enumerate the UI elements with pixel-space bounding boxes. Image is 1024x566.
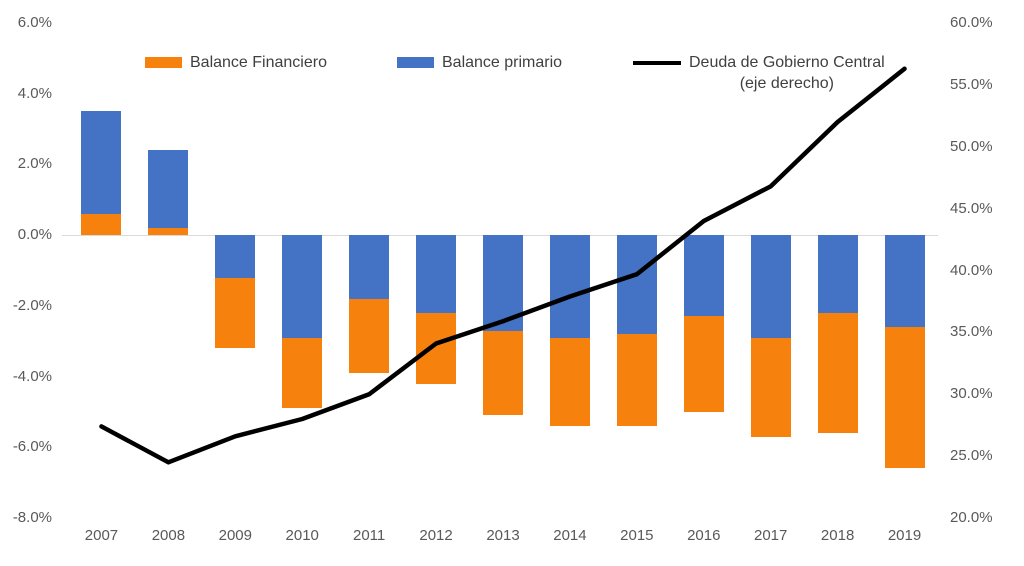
x-axis-label-2008: 2008 [151,527,186,544]
x-axis-label-2011: 2011 [353,527,386,544]
left-axis-tick: 2.0% [17,155,52,173]
left-axis-tick: -6.0% [12,438,52,456]
right-axis-tick: 20.0% [950,509,993,526]
left-axis-tick: -4.0% [12,367,52,385]
x-axis-label-2007: 2007 [84,527,119,544]
x-axis-label-2019: 2019 [887,527,922,544]
right-axis-tick: 60.0% [950,14,993,31]
x-axis-label-2014: 2014 [553,527,587,544]
right-axis-tick: 50.0% [950,137,993,155]
x-axis-label-2010: 2010 [285,527,319,544]
legend-item-balance-primario: Balance primario [397,52,562,73]
bar-balance-primario-2013 [483,235,523,331]
x-axis-label-2015: 2015 [620,527,654,544]
legend-label-balance-financiero: Balance Financiero [190,54,327,71]
right-axis-tick: 40.0% [950,261,993,279]
bar-balance-primario-2017 [750,235,791,338]
right-axis-tick: 25.0% [950,447,993,465]
left-axis-tick: 0.0% [17,226,52,244]
legend-label-deuda-line2: (eje derecho) [739,75,834,92]
legend-label-balance-primario: Balance primario [442,54,563,71]
right-axis-tick: 35.0% [950,323,993,341]
x-axis-label-2009: 2009 [218,527,252,544]
x-axis-label-2013: 2013 [486,527,520,544]
legend-item-deuda: Deuda de Gobierno Central (eje derecho) [633,52,885,94]
x-axis-label-2018: 2018 [820,527,855,544]
deuda-line-swatch-icon [633,61,681,65]
bar-balance-primario-2015 [616,235,657,335]
right-axis-tick: 45.0% [950,199,993,217]
bar-balance-primario-2014 [549,235,590,338]
balance-financiero-swatch-icon [145,57,182,68]
left-axis-tick: 6.0% [17,14,52,31]
bar-balance-financiero-2008 [148,228,189,236]
bar-balance-primario-2011 [349,235,390,299]
x-axis-label-2012: 2012 [419,527,453,544]
left-axis-tick: 4.0% [17,84,52,102]
legend-item-balance-financiero: Balance Financiero [145,52,327,73]
bar-balance-primario-2018 [817,235,858,313]
bar-balance-primario-2012 [416,235,457,313]
right-axis-tick: 30.0% [950,385,993,403]
bar-balance-primario-2010 [282,235,323,338]
bar-balance-financiero-2007 [81,213,122,236]
x-axis-label-2017: 2017 [754,527,788,544]
x-axis-label-2016: 2016 [687,527,721,544]
right-axis-tick: 55.0% [950,75,993,93]
left-axis-tick: -8.0% [12,509,52,526]
bar-balance-primario-2008 [148,150,189,236]
bar-balance-primario-2019 [884,235,925,328]
bar-balance-primario-2016 [683,235,724,317]
bar-balance-primario-2009 [215,235,256,278]
balance-primario-swatch-icon [397,57,434,68]
legend-label-deuda-line1: Deuda de Gobierno Central [689,54,885,71]
left-axis-tick: -2.0% [12,296,52,314]
